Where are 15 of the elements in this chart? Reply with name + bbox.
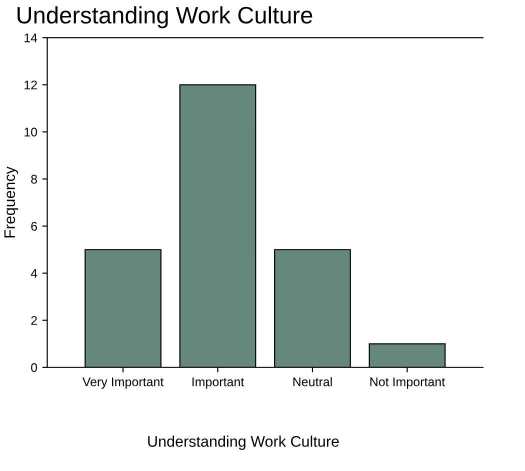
y-tick-label: 4 bbox=[30, 269, 38, 278]
y-tick-label: 6 bbox=[31, 222, 37, 231]
chart-title: Understanding Work Culture bbox=[18, 6, 312, 28]
x-axis-title: Understanding Work Culture bbox=[148, 436, 339, 450]
x-tick-label: Neutral bbox=[293, 377, 332, 386]
x-tick-label: Very Important bbox=[82, 378, 164, 389]
x-tick-label: Not Important bbox=[370, 378, 445, 389]
y-tick-label: 0 bbox=[31, 363, 38, 372]
y-tick-label: 14 bbox=[24, 34, 38, 42]
y-tick-label: 10 bbox=[24, 128, 38, 137]
y-axis-title: Frequency bbox=[4, 166, 18, 238]
y-tick-label: 2 bbox=[31, 316, 37, 325]
y-tick-label: 8 bbox=[31, 174, 37, 184]
y-tick-label: 12 bbox=[24, 80, 37, 90]
x-tick-label: Important bbox=[192, 378, 244, 389]
